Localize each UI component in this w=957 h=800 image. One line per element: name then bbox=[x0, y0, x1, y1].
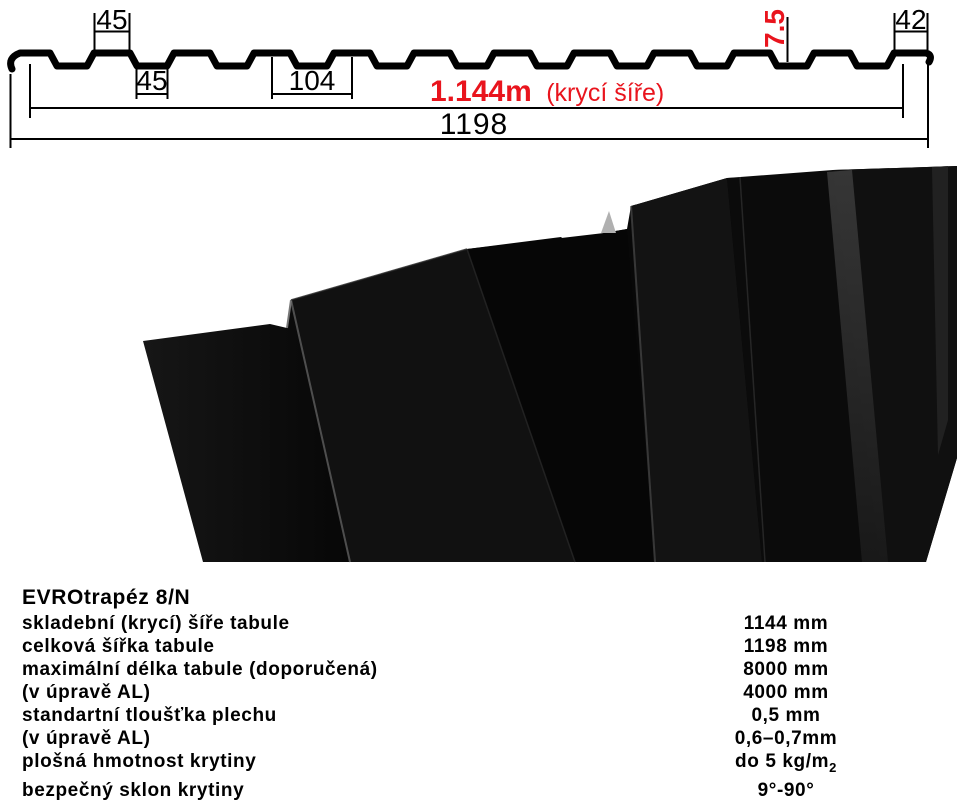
rib-highlight-band bbox=[827, 170, 888, 562]
panel-top-edge-highlight bbox=[290, 248, 468, 301]
product-photo bbox=[143, 166, 957, 563]
dim-label-total-width: 1198 bbox=[440, 108, 509, 141]
sheet-panel bbox=[467, 229, 655, 562]
sheet-panel bbox=[833, 166, 957, 562]
dimension-total-width: 1198 bbox=[9, 62, 929, 148]
spec-row-value: 8000 mm bbox=[743, 659, 829, 680]
spec-row-value: 0,5 mm bbox=[751, 705, 821, 726]
panel-seam-line bbox=[630, 205, 656, 563]
dim-label-rib-top-width: 45 bbox=[96, 4, 127, 35]
sheet-tip-detail bbox=[601, 211, 616, 233]
dimension-rib-top-width: 45 bbox=[93, 4, 131, 50]
spec-row: standartní tloušťka plechu 0,5 mm bbox=[22, 704, 952, 727]
spec-row-label: maximální délka tabule (doporučená) bbox=[22, 659, 378, 680]
spec-row-label: (v úpravě AL) bbox=[22, 682, 151, 703]
sheet-panel bbox=[291, 249, 575, 562]
spec-value-subscript: 2 bbox=[829, 759, 837, 775]
dimension-rib-pitch: 104 bbox=[271, 57, 353, 99]
dim-label-rib-pitch: 104 bbox=[289, 65, 336, 96]
spec-row: maximální délka tabule (doporučená) 8000 … bbox=[22, 658, 952, 681]
dim-label-valley-width: 45 bbox=[136, 65, 167, 96]
spec-row-label: standartní tloušťka plechu bbox=[22, 705, 277, 726]
spec-row: celková šířka tabule 1198 mm bbox=[22, 635, 952, 658]
spec-row-label: plošná hmotnost krytiny bbox=[22, 751, 257, 772]
dimension-profile-height: 7.5 bbox=[759, 9, 790, 62]
spec-row-value: 1144 mm bbox=[743, 613, 829, 634]
sheet-profile-path bbox=[7, 49, 934, 73]
spec-row: (v úpravě AL) 4000 mm bbox=[22, 681, 952, 704]
spec-row-value: 9°-90° bbox=[757, 779, 815, 800]
panel-step-edge bbox=[286, 299, 292, 329]
spec-title: EVROtrapéz 8/N bbox=[22, 586, 191, 609]
dimension-valley-width: 45 bbox=[135, 63, 169, 99]
spec-rows: skladební (krycí) šíře tabule 1144 mm celk… bbox=[22, 612, 952, 800]
spec-row: skladební (krycí) šíře tabule 1144 mm bbox=[22, 612, 952, 635]
spec-row-value: 4000 mm bbox=[743, 682, 829, 703]
spec-row-value: 1198 mm bbox=[743, 636, 829, 657]
dim-note-cover-width: (krycí šíře) bbox=[546, 79, 664, 107]
svg-text:1.144m (krycí šíře): 1.144m (krycí šíře) bbox=[430, 75, 664, 108]
spec-row-label: (v úpravě AL) bbox=[22, 728, 151, 749]
profile-drawing-svg: 45 45 104 7.5 42 bbox=[7, 4, 934, 148]
spec-row: (v úpravě AL) 0,6–0,7mm bbox=[22, 727, 952, 750]
spec-section: EVROtrapéz 8/N skladební (krycí) šíře ta… bbox=[22, 585, 952, 800]
spec-row-label: skladební (krycí) šíře tabule bbox=[22, 613, 290, 634]
spec-row-value: do 5 kg/m2 bbox=[735, 751, 837, 775]
dim-label-cover-width: 1.144m bbox=[430, 75, 532, 108]
spec-row-label: bezpečný sklon krytiny bbox=[22, 779, 245, 800]
panel-seam-line bbox=[290, 299, 351, 563]
spec-row: bezpečný sklon krytiny 9°-90° bbox=[22, 779, 952, 800]
panel-seam-line bbox=[466, 248, 576, 563]
rib-highlight-band bbox=[932, 166, 948, 455]
dim-label-profile-height: 7.5 bbox=[759, 9, 790, 48]
dim-label-edge-rib: 42 bbox=[895, 4, 926, 35]
dimension-cover-width: 1.144m (krycí šíře) bbox=[29, 64, 904, 118]
spec-row-value: 0,6–0,7mm bbox=[734, 728, 838, 749]
sheet-panel bbox=[631, 178, 762, 562]
spec-row-label: celková šířka tabule bbox=[22, 636, 215, 657]
spec-row: plošná hmotnost krytiny do 5 kg/m2 bbox=[22, 750, 952, 779]
dimension-edge-rib: 42 bbox=[893, 4, 929, 50]
panel-seam-line bbox=[739, 176, 766, 563]
